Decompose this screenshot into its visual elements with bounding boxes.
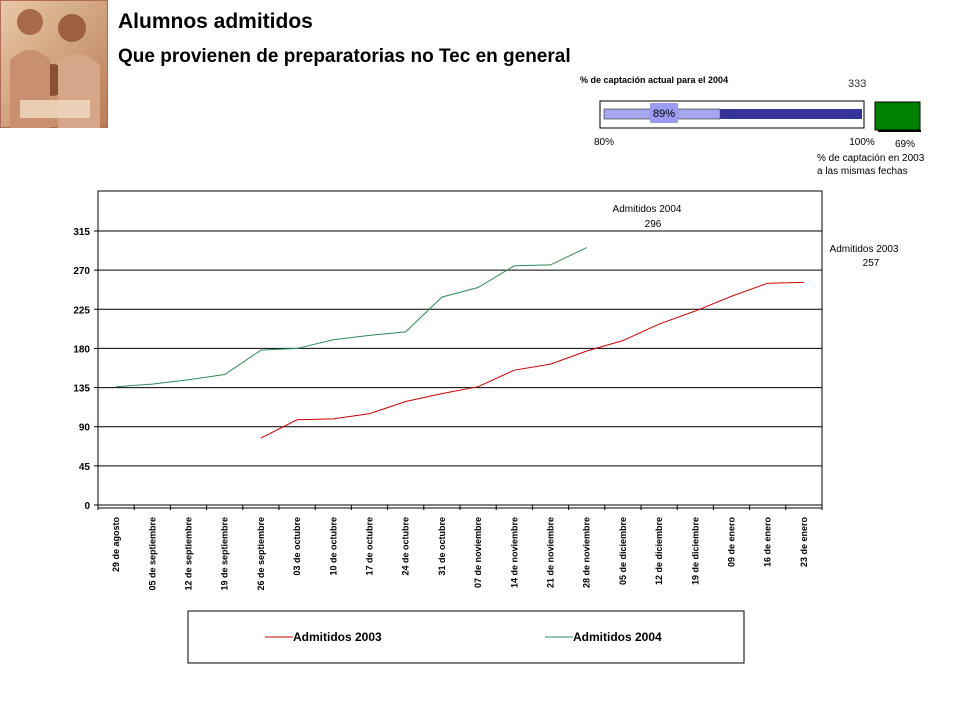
- gauge-current-label: 89%: [653, 108, 675, 120]
- x-tick-label: 12 de septiembre: [184, 517, 194, 591]
- x-tick-label: 05 de septiembre: [147, 517, 157, 591]
- page-subtitle: Que provienen de preparatorias no Tec en…: [118, 46, 571, 67]
- x-tick-label: 03 de octubre: [292, 517, 302, 576]
- page-title: Alumnos admitidos: [118, 10, 313, 33]
- x-tick-label: 31 de octubre: [437, 517, 447, 576]
- series-line: [116, 247, 587, 388]
- gauge-max-label: 100%: [849, 137, 875, 148]
- y-tick-label: 45: [79, 462, 91, 473]
- annotation-label: Admitidos 2004: [613, 204, 682, 215]
- gauge-current-badge: [650, 103, 678, 123]
- x-tick-label: 21 de noviembre: [546, 517, 556, 588]
- x-tick-label: 12 de diciembre: [654, 517, 664, 585]
- legend-label: Admitidos 2003: [293, 630, 382, 644]
- x-tick-label: 14 de noviembre: [509, 517, 519, 588]
- chart-outer-frame: [97, 190, 823, 509]
- x-tick-label: 28 de noviembre: [582, 517, 592, 588]
- gauge-min-label: 80%: [594, 137, 614, 148]
- annotation-value: 296: [645, 219, 662, 230]
- x-tick-label: 17 de octubre: [365, 517, 375, 576]
- x-tick-label: 19 de septiembre: [220, 517, 230, 591]
- y-tick-label: 180: [73, 344, 90, 355]
- x-tick-label: 23 de enero: [799, 517, 809, 568]
- y-tick-label: 225: [73, 305, 90, 316]
- x-tick-label: 24 de octubre: [401, 517, 411, 576]
- prev-year-caption-1: % de captación en 2003: [817, 153, 925, 164]
- legend-label: Admitidos 2004: [573, 630, 662, 644]
- gauge-goal-value: 333: [848, 78, 866, 90]
- x-tick-label: 29 de agosto: [111, 516, 121, 572]
- x-tick-label: 19 de diciembre: [690, 517, 700, 585]
- x-tick-label: 09 de enero: [727, 517, 737, 568]
- x-tick-label: 16 de enero: [763, 517, 773, 568]
- gauge-fill-dark: [720, 109, 862, 119]
- annotation-label: Admitidos 2003: [830, 244, 899, 255]
- prev-year-box: [874, 101, 921, 131]
- series-line: [260, 281, 804, 439]
- x-tick-label: 05 de diciembre: [618, 517, 628, 585]
- prev-year-label: 69%: [895, 139, 915, 150]
- x-tick-label: 10 de octubre: [328, 517, 338, 576]
- y-tick-label: 270: [73, 266, 90, 277]
- gauge-title: % de captación actual para el 2004: [580, 75, 728, 85]
- y-tick-label: 0: [84, 501, 90, 512]
- prev-year-caption-2: a las mismas fechas: [817, 166, 908, 177]
- capture-gauge: % de captación actual para el 2004 333 8…: [580, 75, 925, 177]
- students-photo-icon: [0, 0, 108, 128]
- x-tick-label: 07 de noviembre: [473, 517, 483, 588]
- y-tick-label: 135: [73, 384, 90, 395]
- annotation-value: 257: [863, 258, 880, 269]
- y-tick-label: 90: [79, 423, 91, 434]
- y-tick-label: 315: [73, 227, 90, 238]
- x-tick-label: 26 de septiembre: [256, 517, 266, 591]
